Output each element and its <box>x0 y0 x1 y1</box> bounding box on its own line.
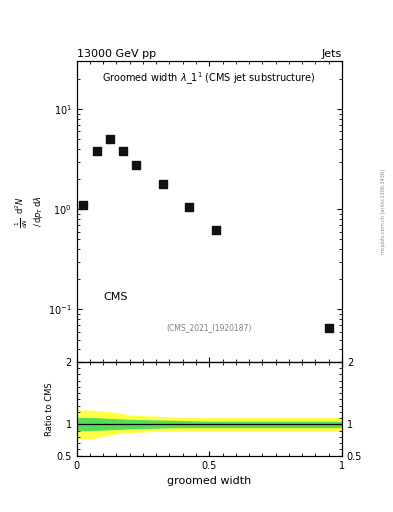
Point <box>160 180 166 188</box>
Point <box>325 324 332 332</box>
Y-axis label: $\frac{1}{\mathrm{d}N}$  $\mathrm{d}^2N$
$/ \, \mathrm{d}p_T \, \mathrm{d}\lambd: $\frac{1}{\mathrm{d}N}$ $\mathrm{d}^2N$ … <box>14 196 45 227</box>
Y-axis label: Ratio to CMS: Ratio to CMS <box>45 382 53 436</box>
Point <box>120 147 126 155</box>
Text: Jets: Jets <box>321 49 342 59</box>
Point <box>80 201 86 209</box>
X-axis label: groomed width: groomed width <box>167 476 252 486</box>
Point <box>186 203 193 211</box>
Text: 13000 GeV pp: 13000 GeV pp <box>77 49 156 59</box>
Text: CMS: CMS <box>103 292 128 302</box>
Point <box>133 160 140 168</box>
Text: Groomed width $\lambda\_1^1$ (CMS jet substructure): Groomed width $\lambda\_1^1$ (CMS jet su… <box>103 71 316 87</box>
Point <box>213 226 219 234</box>
Point <box>107 135 113 143</box>
Point <box>94 147 100 155</box>
Text: (CMS_2021_I1920187): (CMS_2021_I1920187) <box>167 323 252 332</box>
Text: mcplots.cern.ch [arXiv:1306.3436]: mcplots.cern.ch [arXiv:1306.3436] <box>381 169 386 254</box>
